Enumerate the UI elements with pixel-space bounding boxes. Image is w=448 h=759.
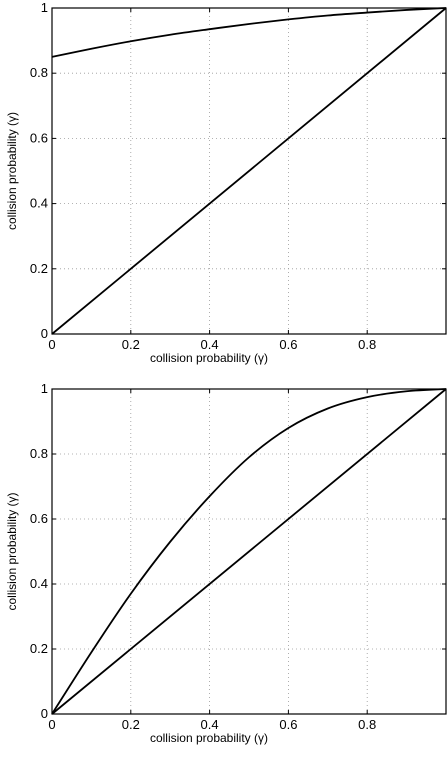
plot-frame [51,388,447,715]
y-tick-label: 0.8 [30,65,48,80]
x-tick-label: 0.4 [201,337,219,352]
plot-frame [51,7,447,335]
y-tick-label: 1 [41,0,48,15]
x-axis-label: collision probability (γ) [150,351,268,365]
y-tick-label: 0.6 [30,130,48,145]
series-line-1 [51,388,447,715]
y-tick-label: 0 [41,706,48,721]
y-axis-label: collision probability (γ) [5,112,19,230]
y-tick-label: 0.2 [30,641,48,656]
y-axis-label: collision probability (γ) [5,492,19,610]
x-tick-label: 0.6 [279,337,297,352]
series-line-0 [51,388,447,715]
x-axis-label: collision probability (γ) [150,731,268,745]
x-tick-label: 0.2 [122,337,140,352]
y-tick-label: 0 [41,326,48,341]
series-line-1 [51,7,447,335]
x-tick-label: 0.8 [358,717,376,732]
y-tick-label: 0.2 [30,261,48,276]
x-tick-label: 0 [48,717,55,732]
chart-top: 0 0.2 0.4 0.6 0.8 0 0.2 0.4 0.6 0.8 1 collision pro… [5,0,447,365]
y-tick-label: 0.8 [30,446,48,461]
x-tick-label: 0.6 [279,717,297,732]
x-tick-label: 0.2 [122,717,140,732]
x-tick-label: 0 [48,337,55,352]
chart-bottom: 0 0.2 0.4 0.6 0.8 0 0.2 0.4 0.6 0.8 1 collision pro… [5,381,447,745]
y-tick-label: 0.4 [30,196,48,211]
series-line-0 [51,7,447,58]
y-tick-label: 0.4 [30,576,48,591]
y-tick-label: 1 [41,381,48,396]
y-tick-label: 0.6 [30,511,48,526]
x-tick-label: 0.8 [358,337,376,352]
x-tick-label: 0.4 [201,717,219,732]
